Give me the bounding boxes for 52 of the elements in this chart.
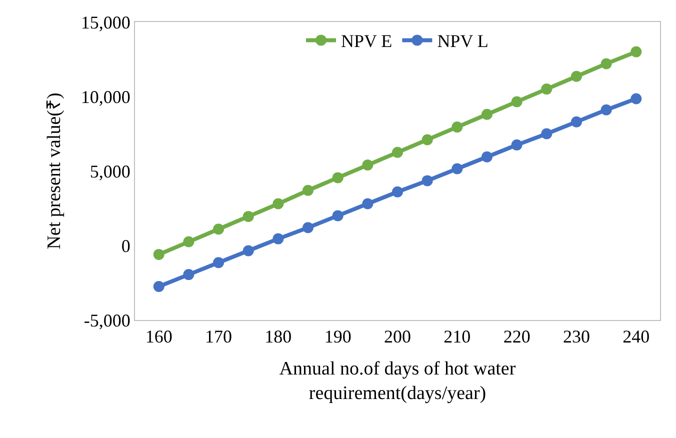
point bbox=[541, 128, 552, 140]
y-tick-label: -5,000 bbox=[84, 310, 130, 330]
point bbox=[362, 198, 374, 210]
x-tick-label: 220 bbox=[503, 326, 530, 347]
y-tick-label: 0 bbox=[121, 236, 130, 256]
point bbox=[272, 198, 284, 210]
point bbox=[511, 139, 522, 150]
point bbox=[541, 84, 552, 95]
x-tick-label: 230 bbox=[562, 326, 590, 347]
point bbox=[481, 151, 492, 162]
x-tick-label: 180 bbox=[264, 326, 292, 347]
legend-label: NPV E bbox=[341, 31, 392, 52]
x-axis-title: Annual no.of days of hot water requirement(days/year) bbox=[279, 358, 516, 404]
y-tick-label: 5,000 bbox=[90, 161, 130, 182]
x-tick-label: 160 bbox=[145, 326, 172, 347]
point bbox=[332, 210, 344, 222]
point bbox=[153, 248, 164, 260]
point bbox=[600, 104, 612, 116]
x-tick-label: 200 bbox=[384, 326, 411, 347]
point bbox=[392, 186, 403, 198]
point bbox=[511, 96, 522, 108]
point bbox=[422, 175, 433, 186]
point bbox=[570, 116, 582, 128]
point bbox=[481, 108, 492, 120]
point bbox=[332, 172, 344, 184]
point bbox=[272, 233, 284, 244]
y-tick-label: 15,000 bbox=[80, 12, 130, 32]
point bbox=[183, 236, 194, 248]
x-tick-label: 240 bbox=[622, 326, 650, 347]
x-tick-label: 170 bbox=[205, 326, 232, 347]
point bbox=[630, 46, 642, 58]
point bbox=[630, 93, 642, 104]
point bbox=[392, 146, 403, 158]
point bbox=[452, 122, 463, 133]
point bbox=[302, 184, 314, 196]
legend-label: NPV L bbox=[437, 31, 488, 52]
y-tick-label: 10,000 bbox=[80, 86, 130, 107]
point bbox=[213, 224, 224, 235]
x-tick-label: 210 bbox=[444, 326, 471, 347]
point bbox=[302, 222, 314, 234]
point bbox=[362, 160, 374, 171]
point bbox=[213, 257, 224, 268]
point bbox=[452, 163, 463, 174]
point bbox=[570, 70, 582, 82]
x-tick-label: 190 bbox=[324, 326, 352, 347]
point bbox=[242, 210, 254, 222]
point bbox=[242, 245, 254, 256]
point bbox=[183, 269, 194, 280]
point bbox=[600, 58, 612, 70]
y-axis-title: Net present value(₹) bbox=[44, 92, 65, 250]
point bbox=[422, 134, 433, 146]
point bbox=[153, 280, 164, 292]
